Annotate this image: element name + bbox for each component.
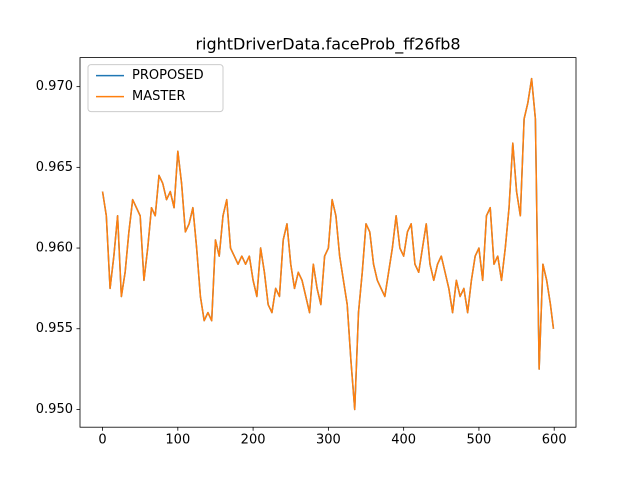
x-tick-label: 400 — [391, 433, 416, 448]
x-tick-label: 300 — [316, 433, 341, 448]
legend-label: MASTER — [132, 89, 186, 104]
x-tick-label: 600 — [542, 433, 567, 448]
y-tick-label: 0.960 — [36, 241, 73, 256]
y-tick-label: 0.955 — [36, 321, 73, 336]
x-tick-label: 0 — [98, 433, 106, 448]
y-tick-label: 0.965 — [36, 160, 73, 175]
x-tick-label: 200 — [241, 433, 266, 448]
y-tick-label: 0.950 — [36, 402, 73, 417]
chart-title: rightDriverData.faceProb_ff26fb8 — [195, 35, 460, 55]
legend-label: PROPOSED — [132, 68, 204, 83]
series-line — [101, 77, 555, 411]
x-tick-label: 500 — [467, 433, 492, 448]
y-tick-label: 0.970 — [36, 79, 73, 94]
plot-frame — [79, 57, 577, 428]
x-tick-label: 100 — [165, 433, 190, 448]
